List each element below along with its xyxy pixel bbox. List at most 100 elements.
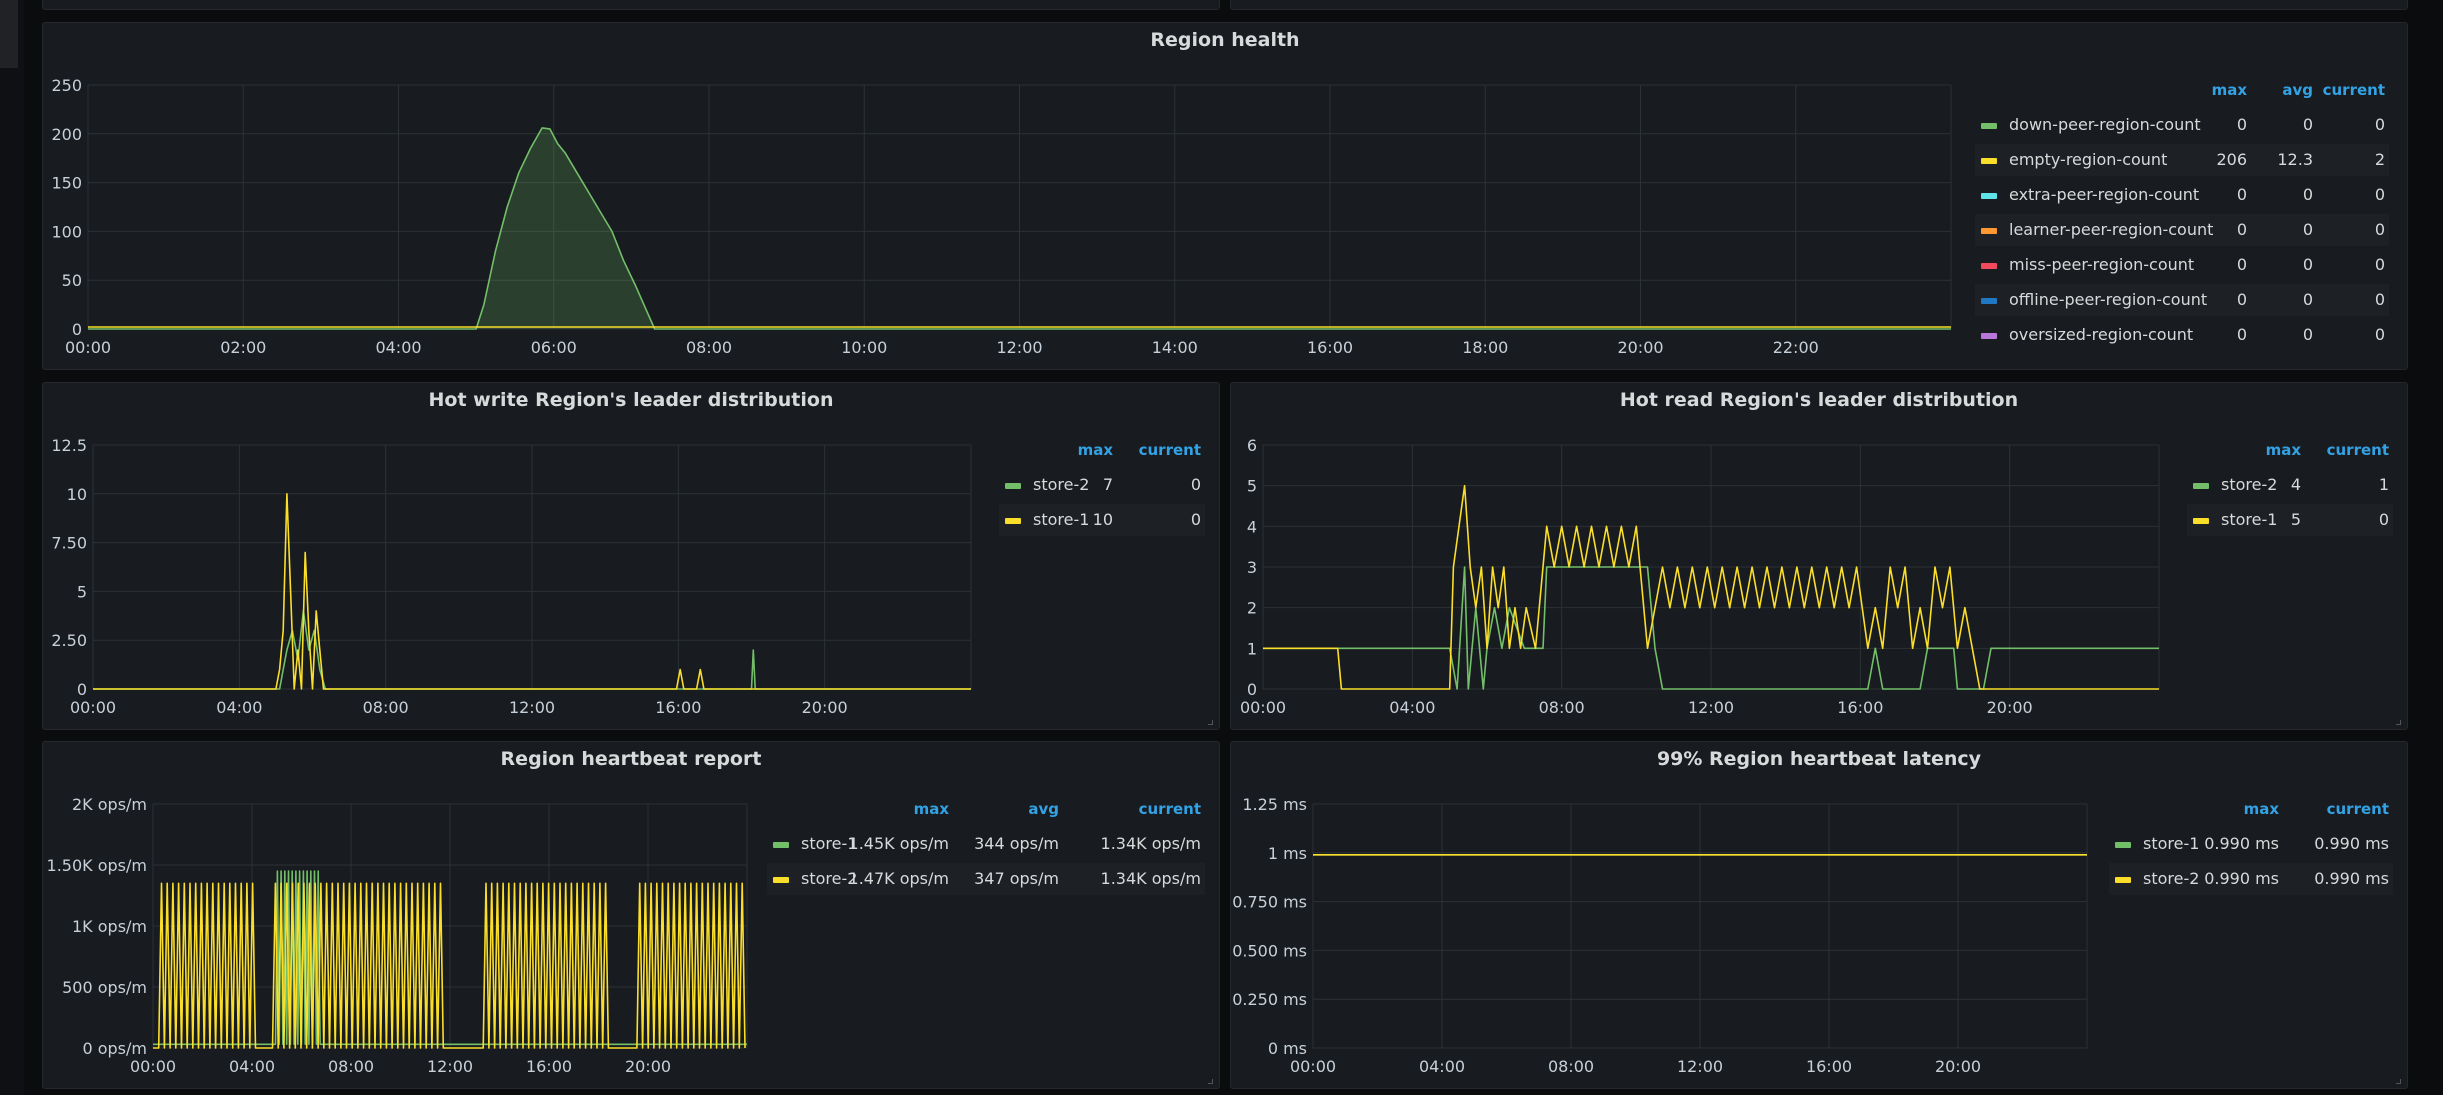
legend-item-miss-peer-region-count[interactable]: miss-peer-region-count 0 0 0 xyxy=(1975,249,2389,281)
series-line-store-2 xyxy=(153,882,746,1049)
legend-series-name[interactable]: empty-region-count xyxy=(2009,150,2168,169)
y-tick-label: 0 ops/m xyxy=(82,1039,147,1058)
legend-swatch[interactable] xyxy=(1005,518,1021,524)
panel-title[interactable]: Hot read Region's leader distribution xyxy=(1619,389,2019,411)
y-tick-label: 200 xyxy=(51,125,82,144)
legend-item-store-2[interactable]: store-2 0.990 ms 0.990 ms xyxy=(2109,863,2393,895)
legend-item-store-2[interactable]: store-2 4 1 xyxy=(2187,469,2393,501)
legend-item-empty-region-count[interactable]: empty-region-count 206 12.3 2 xyxy=(1975,144,2389,176)
legend-header-max[interactable]: max xyxy=(2265,441,2301,459)
legend-swatch[interactable] xyxy=(2193,518,2209,524)
legend-value: 0 xyxy=(2236,255,2247,274)
legend-header-current[interactable]: current xyxy=(2326,441,2389,459)
chart-region-health: 0 50 100 150 200 250 00:00 02:00 04:00 06:00 08:00… xyxy=(51,76,1952,357)
legend-item-store-1[interactable]: store-1 1.45K ops/m 344 ops/m 1.34K ops/m xyxy=(767,828,1205,860)
legend-value: 206 xyxy=(2216,150,2247,169)
legend-series-name[interactable]: offline-peer-region-count xyxy=(2009,290,2208,309)
legend-header-max[interactable]: max xyxy=(2211,81,2247,99)
legend-swatch[interactable] xyxy=(1981,123,1997,129)
legend-item-store-1[interactable]: store-1 10 0 xyxy=(999,504,1205,536)
legend-series-name[interactable]: down-peer-region-count xyxy=(2009,115,2201,134)
legend-item-store-1[interactable]: store-1 5 0 xyxy=(2187,504,2393,536)
legend-swatch[interactable] xyxy=(1005,483,1021,489)
legend-swatch[interactable] xyxy=(773,877,789,883)
x-tick-label: 00:00 xyxy=(1290,1057,1336,1076)
legend-series-name[interactable]: store-2 xyxy=(2143,869,2200,888)
legend-value: 10 xyxy=(1092,510,1113,529)
legend-series-name[interactable]: store-1 xyxy=(2221,510,2278,529)
panel-region-health: Region health 0 50 100 150 200 250 00:00 02:00 0… xyxy=(42,22,2408,370)
legend-swatch[interactable] xyxy=(1981,263,1997,269)
legend-item-store-2[interactable]: store-2 1.47K ops/m 347 ops/m 1.34K ops/m xyxy=(767,863,1205,895)
legend-header-max[interactable]: max xyxy=(2243,800,2279,818)
legend-series-name[interactable]: oversized-region-count xyxy=(2009,325,2194,344)
legend-header-current[interactable]: current xyxy=(1138,800,1201,818)
resize-handle[interactable] xyxy=(1208,720,1213,725)
legend-value: 1.34K ops/m xyxy=(1100,869,1201,888)
legend-series-name[interactable]: store-1 xyxy=(1033,510,1090,529)
legend-item-offline-peer-region-count[interactable]: offline-peer-region-count 0 0 0 xyxy=(1975,284,2389,316)
legend-value: 0.990 ms xyxy=(2204,869,2279,888)
legend-value: 0 xyxy=(2374,255,2385,274)
legend-swatch[interactable] xyxy=(1981,298,1997,304)
legend-value: 0 xyxy=(2302,325,2313,344)
x-tick-label: 00:00 xyxy=(65,338,111,357)
legend-item-store-1[interactable]: store-1 0.990 ms 0.990 ms xyxy=(2109,828,2393,860)
legend-header-avg[interactable]: avg xyxy=(1028,800,1059,818)
legend-series-name[interactable]: extra-peer-region-count xyxy=(2009,185,2200,204)
y-tick-label: 3 xyxy=(1247,558,1257,577)
panel-title[interactable]: 99% Region heartbeat latency xyxy=(1656,748,1982,770)
legend-series-name[interactable]: store-2 xyxy=(1033,475,1090,494)
legend-swatch[interactable] xyxy=(2115,877,2131,883)
legend-series-name[interactable]: store-1 xyxy=(801,834,858,853)
legend-hot-read: max current store-2 4 1 store-1 5 0 xyxy=(2187,441,2393,561)
legend-series-name[interactable]: store-2 xyxy=(2221,475,2278,494)
x-tick-label: 12:00 xyxy=(509,698,555,717)
panel-heartbeat-latency: 99% Region heartbeat latency 0 ms 0.250 m… xyxy=(1230,741,2408,1089)
panel-title[interactable]: Hot write Region's leader distribution xyxy=(428,389,834,411)
legend-item-oversized-region-count[interactable]: oversized-region-count 0 0 0 xyxy=(1975,319,2389,351)
legend-header-current[interactable]: current xyxy=(1138,441,1201,459)
legend-swatch[interactable] xyxy=(1981,333,1997,339)
legend-series-name[interactable]: store-1 xyxy=(2143,834,2200,853)
legend-header-max[interactable]: max xyxy=(913,800,949,818)
legend-swatch[interactable] xyxy=(1981,228,1997,234)
legend-header-current[interactable]: current xyxy=(2322,81,2385,99)
legend-value: 0 xyxy=(2378,510,2389,529)
legend-swatch[interactable] xyxy=(1981,158,1997,164)
legend-swatch[interactable] xyxy=(773,842,789,848)
y-tick-label: 0 xyxy=(1247,680,1257,699)
legend-series-name[interactable]: store-2 xyxy=(801,869,858,888)
legend-value: 0 xyxy=(2374,115,2385,134)
series-line-store-2 xyxy=(93,610,971,690)
legend-swatch[interactable] xyxy=(2115,842,2131,848)
legend-header-current[interactable]: current xyxy=(2326,800,2389,818)
panel-title[interactable]: Region health xyxy=(1150,29,1300,51)
x-tick-label: 20:00 xyxy=(1935,1057,1981,1076)
resize-handle[interactable] xyxy=(1208,1079,1213,1084)
panel-title[interactable]: Region heartbeat report xyxy=(500,748,762,770)
y-tick-label: 1 ms xyxy=(1268,844,1307,863)
legend-item-down-peer-region-count[interactable]: down-peer-region-count 0 0 0 xyxy=(1975,109,2389,141)
resize-handle[interactable] xyxy=(2396,1079,2401,1084)
legend-value: 1 xyxy=(2378,475,2389,494)
y-tick-label: 6 xyxy=(1247,436,1257,455)
legend-series-name[interactable]: miss-peer-region-count xyxy=(2009,255,2195,274)
legend-item-store-2[interactable]: store-2 7 0 xyxy=(999,469,1205,501)
legend-header-max[interactable]: max xyxy=(1077,441,1113,459)
y-tick-label: 0.500 ms xyxy=(1232,941,1307,960)
y-tick-label: 1K ops/m xyxy=(72,917,147,936)
legend-header-avg[interactable]: avg xyxy=(2282,81,2313,99)
legend-value: 1.47K ops/m xyxy=(848,869,949,888)
x-tick-label: 00:00 xyxy=(130,1057,176,1076)
x-tick-label: 20:00 xyxy=(1987,698,2033,717)
legend-item-learner-peer-region-count[interactable]: learner-peer-region-count 0 0 0 xyxy=(1975,214,2389,246)
legend-heartbeat-report: max avg current store-1 1.45K ops/m 344 op… xyxy=(767,800,1205,920)
legend-series-name[interactable]: learner-peer-region-count xyxy=(2009,220,2214,239)
legend-swatch[interactable] xyxy=(1981,193,1997,199)
legend-item-extra-peer-region-count[interactable]: extra-peer-region-count 0 0 0 xyxy=(1975,179,2389,211)
legend-swatch[interactable] xyxy=(2193,483,2209,489)
panel-hot-read: Hot read Region's leader distribution 0 1… xyxy=(1230,382,2408,730)
y-tick-label: 12.5 xyxy=(51,436,87,455)
resize-handle[interactable] xyxy=(2396,720,2401,725)
